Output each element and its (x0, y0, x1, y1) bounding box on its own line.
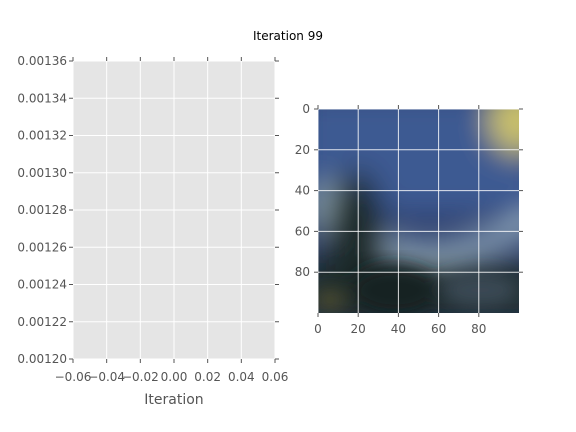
image-x-tick-label: 80 (471, 322, 486, 336)
loss-plot: 0.00120 0.00122 0.00124 0.00126 0.00128 0.001… (17, 54, 288, 408)
figure-title: Iteration 99 (253, 29, 323, 43)
x-tick-label: −0.04 (88, 370, 125, 384)
image-x-tick-label: 40 (391, 322, 406, 336)
image-plot: 0 20 40 60 80 0 20 40 60 80 (295, 102, 523, 336)
y-tick-label: 0.00120 (17, 352, 67, 366)
loss-plot-ticks (69, 57, 279, 363)
image-x-tick-label: 0 (314, 322, 322, 336)
image-y-tick-label: 60 (295, 224, 310, 238)
painting-image (318, 109, 519, 313)
x-tick-label: −0.06 (55, 370, 92, 384)
y-tick-label: 0.00128 (17, 203, 67, 217)
x-tick-label: 0.02 (194, 370, 221, 384)
image-x-tick-label: 20 (351, 322, 366, 336)
image-y-tick-label: 40 (295, 184, 310, 198)
x-tick-label: 0.04 (228, 370, 255, 384)
image-x-tick-label: 60 (431, 322, 446, 336)
loss-plot-x-tick-labels: −0.06−0.04−0.02 0.00 0.02 0.04 0.06 (55, 370, 289, 384)
y-tick-label: 0.00132 (17, 129, 67, 143)
image-y-tick-label: 20 (295, 143, 310, 157)
image-plot-grid (317, 108, 519, 313)
image-y-tick-label: 80 (295, 265, 310, 279)
image-plot-x-tick-labels: 0 20 40 60 80 (314, 322, 486, 336)
y-tick-label: 0.00124 (17, 278, 67, 292)
image-plot-ticks (314, 105, 523, 317)
image-plot-y-tick-labels: 0 20 40 60 80 (295, 102, 310, 279)
x-tick-label: 0.06 (262, 370, 289, 384)
y-tick-label: 0.00122 (17, 315, 67, 329)
x-tick-label: −0.02 (122, 370, 159, 384)
x-axis-title: Iteration (144, 392, 203, 408)
y-tick-label: 0.00126 (17, 240, 67, 254)
x-tick-label: 0.00 (161, 370, 188, 384)
image-y-tick-label: 0 (302, 102, 310, 116)
y-tick-label: 0.00136 (17, 54, 67, 68)
loss-plot-y-tick-labels: 0.00120 0.00122 0.00124 0.00126 0.00128 0.001… (17, 54, 67, 366)
y-tick-label: 0.00130 (17, 166, 67, 180)
y-tick-label: 0.00134 (17, 91, 67, 105)
